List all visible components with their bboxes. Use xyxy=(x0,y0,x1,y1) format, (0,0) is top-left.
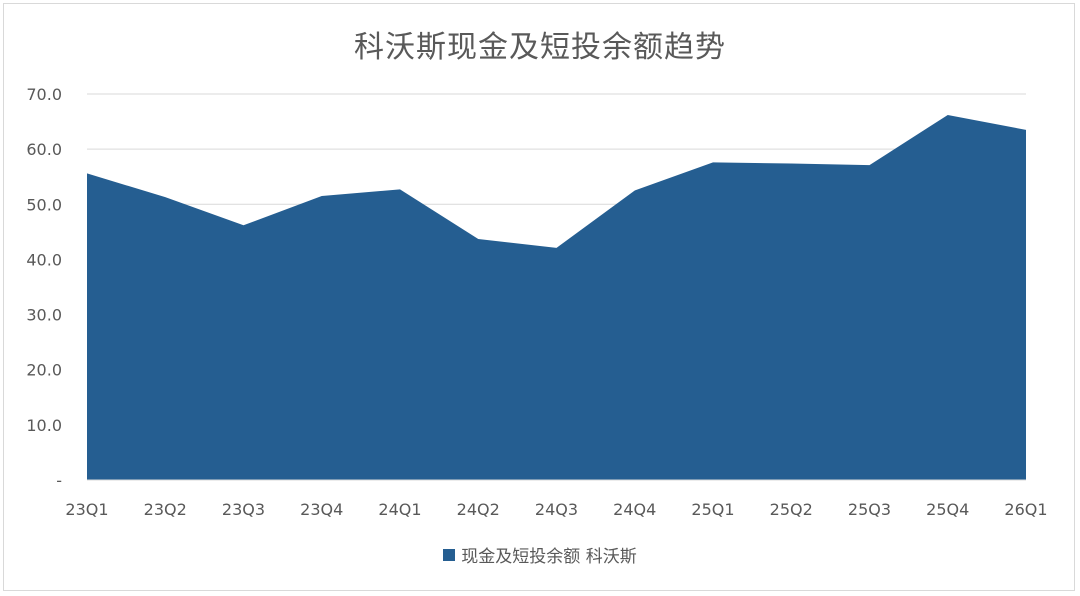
y-tick-labels: - 10.0 20.0 30.0 40.0 50.0 60.0 70.0 xyxy=(26,85,62,490)
x-tick-labels: 23Q1 23Q2 23Q3 23Q4 24Q1 24Q2 24Q3 24Q4 25Q1 25Q2… xyxy=(65,500,1047,519)
x-tick-label: 23Q3 xyxy=(222,500,265,519)
x-tick-label: 23Q4 xyxy=(300,500,343,519)
legend-label: 现金及短投余额 科沃斯 xyxy=(461,547,637,567)
legend: 现金及短投余额 科沃斯 xyxy=(0,542,1080,567)
legend-swatch xyxy=(443,549,456,561)
y-tick-label: 60.0 xyxy=(26,140,62,159)
x-tick-label: 26Q1 xyxy=(1004,500,1047,519)
x-tick-label: 23Q2 xyxy=(144,500,187,519)
series-area xyxy=(87,114,1026,480)
y-tick-label: 10.0 xyxy=(26,416,62,435)
y-tick-label: - xyxy=(56,471,62,490)
y-tick-label: 20.0 xyxy=(26,361,62,380)
x-tick-label: 24Q3 xyxy=(535,500,578,519)
x-tick-label: 24Q1 xyxy=(378,500,421,519)
y-tick-label: 50.0 xyxy=(26,195,62,214)
y-tick-label: 40.0 xyxy=(26,250,62,269)
series-area-layer xyxy=(87,114,1026,480)
x-tick-label: 25Q4 xyxy=(926,500,969,519)
y-tick-label: 30.0 xyxy=(26,306,62,325)
x-tick-label: 23Q1 xyxy=(65,500,108,519)
y-tick-label: 70.0 xyxy=(26,85,62,104)
x-tick-label: 24Q4 xyxy=(613,500,656,519)
x-tick-label: 25Q1 xyxy=(691,500,734,519)
x-tick-label: 24Q2 xyxy=(457,500,500,519)
x-tick-label: 25Q2 xyxy=(770,500,813,519)
chart-title: 科沃斯现金及短投余额趋势 xyxy=(354,30,726,65)
x-tick-label: 25Q3 xyxy=(848,500,891,519)
